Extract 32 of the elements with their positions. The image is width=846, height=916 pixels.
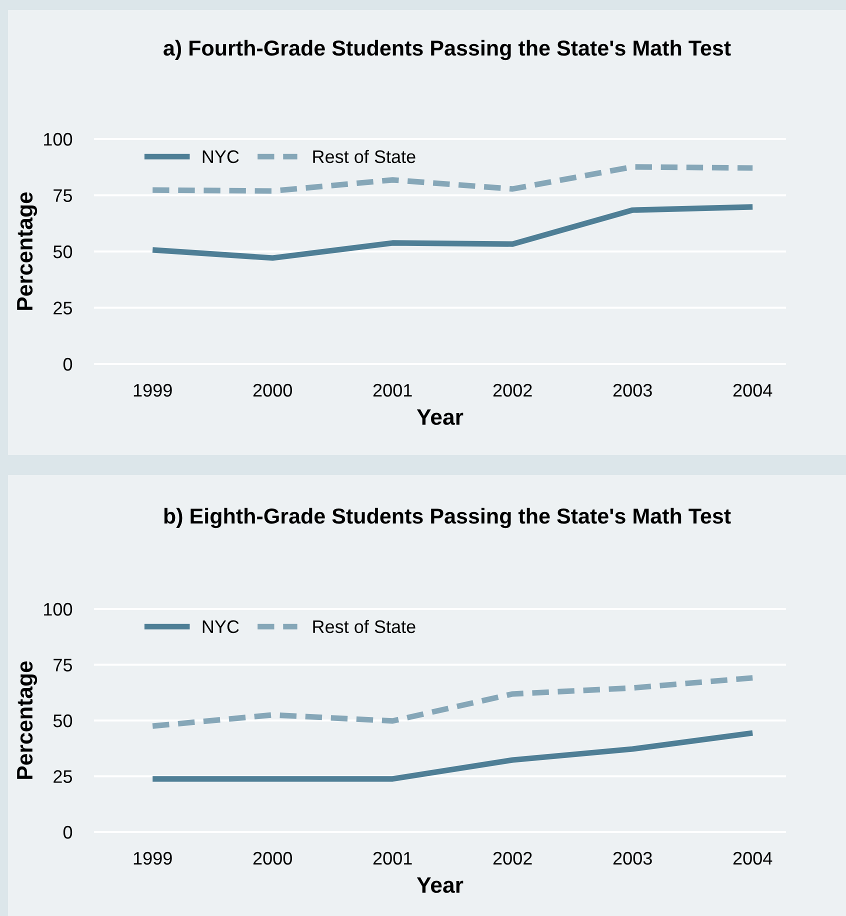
y-tick-label: 100 [44,602,72,616]
x-tick-label: 2001 [373,852,412,865]
chart-title: b) Eighth-Grade Students Passing the State's Math Test [164,508,731,528]
y-tick-label: 75 [54,658,72,672]
chart-title: a) Fourth-Grade Students Passing the State's Math Test [164,40,731,60]
y-axis-title: Percentage [17,661,38,779]
legend-label: NYC [202,150,239,164]
x-tick-label: 2000 [253,384,292,397]
x-tick-label: 2000 [253,852,292,865]
y-tick-label: 25 [54,770,72,783]
x-tick-label: 2004 [733,852,772,865]
y-tick-label: 50 [53,714,72,728]
y-tick-label: 0 [63,358,72,371]
x-axis-title: Year [416,409,464,425]
x-tick-label: 1999 [134,852,172,865]
y-tick-label: 25 [54,302,72,314]
y-tick-label: 100 [44,132,72,146]
y-axis-title: Percentage [17,192,38,310]
legend-label: NYC [202,620,239,634]
y-tick-label: 0 [63,826,72,839]
x-tick-label: 2001 [373,384,412,397]
y-tick-label: 75 [54,189,72,202]
legend-label: Rest of State [313,620,416,634]
x-tick-label: 1999 [134,384,172,397]
y-tick-label: 50 [53,245,72,258]
x-tick-label: 2004 [733,384,772,397]
x-tick-label: 2002 [493,384,532,397]
x-tick-label: 2003 [613,852,652,865]
x-axis-title: Year [416,877,464,893]
x-tick-label: 2002 [493,852,532,865]
legend-label: Rest of State [313,150,416,164]
x-tick-label: 2003 [613,384,652,397]
